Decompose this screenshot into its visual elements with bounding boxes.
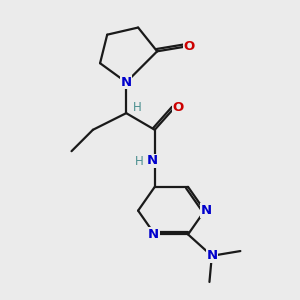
Text: H: H [135, 155, 144, 168]
Text: O: O [172, 101, 184, 114]
Text: N: N [200, 204, 211, 217]
Text: N: N [121, 76, 132, 89]
Text: N: N [206, 249, 218, 262]
Text: N: N [148, 228, 159, 241]
Text: H: H [133, 101, 141, 114]
Text: N: N [147, 154, 158, 167]
Text: O: O [184, 40, 195, 53]
